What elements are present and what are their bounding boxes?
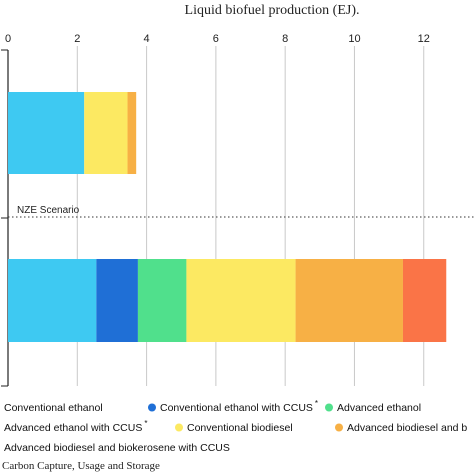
bar-row2-series6 (402, 259, 447, 342)
legend-marker-2 (148, 403, 156, 412)
legend-marker-6 (335, 423, 343, 432)
bar-row2-series4 (186, 259, 296, 342)
x-tick-label-10: 10 (348, 33, 360, 45)
legend-item-4: Advanced ethanol with CCUS * (4, 419, 147, 434)
bar-row2-series5 (295, 259, 403, 342)
x-tick-label-8: 8 (282, 33, 288, 45)
footnote: Carbon Capture, Usage and Storage (2, 460, 160, 472)
legend-item-1: Conventional ethanol (4, 402, 103, 414)
x-tick-label-4: 4 (144, 33, 150, 45)
bar-row1-series5 (127, 92, 137, 174)
legend-item-7: Advanced biodiesel and biokerosene with … (4, 442, 230, 454)
legend-item-6: Advanced biodiesel and b (347, 422, 467, 434)
bar-row2-series3 (137, 259, 187, 342)
x-tick-label-0: 0 (5, 33, 11, 45)
legend-item-2: Conventional ethanol with CCUS * (160, 399, 318, 414)
chart-title: Liquid biofuel production (EJ). (185, 3, 360, 18)
bar-row1-series1 (8, 92, 85, 174)
x-tick-label-6: 6 (213, 33, 219, 45)
legend-marker-5 (175, 423, 183, 432)
x-tick-labels: 0 2 4 6 8 10 12 (5, 33, 430, 45)
bar-row2-series2 (96, 259, 138, 342)
stacked-bars (8, 92, 447, 342)
x-tick-label-2: 2 (74, 33, 80, 45)
bar-row2-series1 (8, 259, 97, 342)
bar-row1-series4 (84, 92, 128, 174)
legend-marker-3 (325, 403, 333, 412)
legend-item-5: Conventional biodiesel (187, 422, 293, 434)
legend-item-3: Advanced ethanol (337, 402, 421, 414)
scenario-label: NZE Scenario (17, 205, 80, 216)
x-tick-label-12: 12 (418, 33, 430, 45)
legend: Conventional ethanol Conventional ethanol… (4, 399, 467, 454)
